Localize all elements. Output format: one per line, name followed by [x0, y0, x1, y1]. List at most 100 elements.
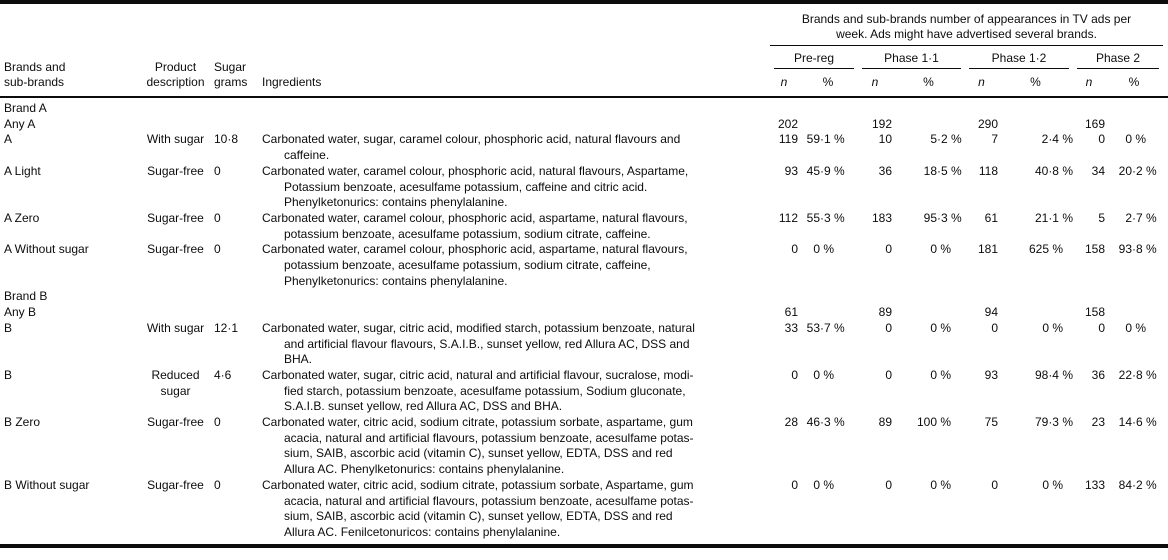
percent-integer-part: 0: [813, 477, 820, 492]
ingredients-line: Carbonated water, citric acid, sodium ci…: [262, 477, 694, 492]
n-value-cell: 36: [1091, 367, 1105, 382]
n-value-cell: 5: [1098, 210, 1105, 225]
column-header-brands-line1: Brands and: [4, 60, 66, 74]
ingredients-cell: [262, 305, 770, 321]
percent-fraction-part: ·8 %: [1132, 242, 1157, 257]
n-value-cell: 61: [784, 305, 798, 320]
percent-value-cell: 21·1 %: [998, 211, 1073, 242]
n-column-header: n: [871, 75, 879, 89]
ingredients-cell: [262, 117, 770, 133]
product-description-cell: With sugar: [146, 320, 205, 335]
n-value-cell: 112: [778, 210, 798, 225]
n-value-cell: 61: [984, 210, 998, 225]
percent-integer-part: 0: [1042, 320, 1049, 335]
column-header-brands: Brands and sub-brands: [4, 60, 137, 94]
n-value-cell: 0: [885, 320, 892, 335]
percent-integer-part: 79: [1034, 415, 1049, 430]
ingredients-cell: Carbonated water, sugar, caramel colour,…: [262, 132, 770, 163]
n-value-cell: 181: [977, 242, 998, 257]
percent-value-cell: 0 %: [998, 478, 1073, 541]
column-header-product-line2: description: [146, 75, 205, 89]
percent-value-cell: 2·4 %: [998, 132, 1073, 163]
percent-fraction-part: ·4 %: [1048, 132, 1073, 147]
ingredients-cell: Carbonated water, caramel colour, phosph…: [262, 242, 770, 289]
percent-value-cell: 46·3 %: [798, 415, 858, 478]
percent-fraction-part: ·7 %: [1132, 210, 1157, 225]
sugar-grams-cell: 4·6: [214, 367, 232, 382]
table-body: Brand A Any A 202 192 290 169 A With sugar 10·8 C…: [0, 98, 1168, 541]
spanning-header-line2: week. Ads might have advertised several …: [836, 27, 1097, 41]
group-underline: [969, 68, 1069, 69]
percent-integer-part: 40: [1034, 163, 1049, 178]
percent-value-cell: 22·8 %: [1105, 368, 1163, 415]
percent-fraction-part: ·1 %: [1048, 210, 1073, 225]
n-value-cell: 158: [1084, 305, 1105, 320]
n-value-cell: 94: [984, 305, 998, 320]
brand-cell: A Light: [4, 163, 41, 178]
percent-fraction-part: %: [937, 320, 952, 335]
percent-column-header: %: [1030, 75, 1041, 89]
percent-value-cell: 45·9 %: [798, 164, 858, 211]
ingredients-line: acacia, natural and artificial flavours,…: [284, 493, 694, 508]
sugar-grams-cell: [214, 305, 262, 321]
percent-value-cell: 0 %: [892, 478, 965, 541]
ingredients-line: potassium benzoate, acesulfame potassium…: [284, 226, 651, 241]
n-value-cell: 7: [991, 132, 998, 147]
brand-section-label: Brand B: [4, 289, 48, 304]
percent-value-cell: 55·3 %: [798, 211, 858, 242]
n-value-cell: 33: [784, 320, 798, 335]
column-header-brands-line2: sub-brands: [4, 75, 65, 89]
percent-integer-part: 21: [1034, 210, 1049, 225]
ingredients-line: Potassium benzoate, acesulfame potassium…: [284, 179, 648, 194]
product-description-cell: Sugar-free: [147, 163, 204, 178]
percent-fraction-part: %: [820, 367, 835, 382]
ingredients-line: S.A.I.B. sunset yellow, red Allura AC, D…: [284, 399, 563, 414]
brand-cell: B Without sugar: [4, 477, 90, 492]
brand-cell: A: [4, 132, 13, 147]
percent-integer-part: 2: [1125, 210, 1132, 225]
brand-cell: Any A: [4, 116, 36, 131]
percent-value-cell: [798, 117, 858, 133]
ingredients-cell: Carbonated water, citric acid, sodium ci…: [262, 478, 770, 541]
percent-integer-part: 93: [1118, 242, 1132, 257]
column-header-product: Product description: [137, 60, 214, 94]
percent-fraction-part: ·2 %: [937, 132, 962, 147]
percent-value-cell: 98·4 %: [998, 368, 1073, 415]
sugar-grams-cell: 10·8: [214, 132, 239, 147]
percent-integer-part: 0: [813, 367, 820, 382]
percent-fraction-part: ·4 %: [1048, 367, 1073, 382]
n-value-cell: 0: [791, 242, 798, 257]
percent-value-cell: 0 %: [892, 242, 965, 289]
percent-value-cell: 95·3 %: [892, 211, 965, 242]
n-column-header: n: [978, 75, 985, 89]
brand-cell: B: [4, 320, 13, 335]
ingredients-line: Carbonated water, caramel colour, phosph…: [262, 163, 689, 178]
ingredients-line: acacia, natural and artificial flavours,…: [284, 430, 694, 445]
percent-integer-part: 59: [806, 132, 820, 147]
brand-cell: Any B: [4, 305, 37, 320]
product-description-cell: Sugar-free: [147, 415, 204, 430]
group-header-pre-reg: Pre-reg: [770, 51, 858, 69]
table-row: A Zero Sugar-free 0 Carbonated water, caram…: [0, 211, 1168, 242]
percent-value-cell: 0 %: [1105, 132, 1163, 163]
percent-value-cell: [998, 305, 1073, 321]
table-row: B With sugar 12·1 Carbonated water, sugar, …: [0, 321, 1168, 368]
percent-fraction-part: %: [1049, 477, 1064, 492]
percent-fraction-part: ·5 %: [937, 163, 962, 178]
table-bottom-rule: [0, 543, 1168, 548]
sugar-grams-cell: 0: [214, 163, 221, 178]
brand-cell: A Zero: [4, 210, 40, 225]
n-value-cell: 290: [977, 116, 998, 131]
ingredients-line: potassium benzoate, acesulfame potassium…: [284, 258, 651, 273]
percent-value-cell: 93·8 %: [1105, 242, 1163, 289]
n-value-cell: 0: [791, 367, 798, 382]
n-value-cell: 202: [777, 116, 798, 131]
n-value-cell: 192: [871, 116, 892, 131]
percent-fraction-part: %: [820, 242, 835, 257]
product-description-cell: Sugar-free: [147, 242, 204, 257]
ingredients-line: fied starch, potassium benzoate, acesulf…: [284, 383, 686, 398]
section-row: Brand A: [0, 101, 1168, 117]
percent-value-cell: 2·7 %: [1105, 211, 1163, 242]
percent-fraction-part: ·3 %: [937, 210, 962, 225]
ingredients-line: sium, SAIB, ascorbic acid (vitamin C), s…: [284, 446, 673, 461]
